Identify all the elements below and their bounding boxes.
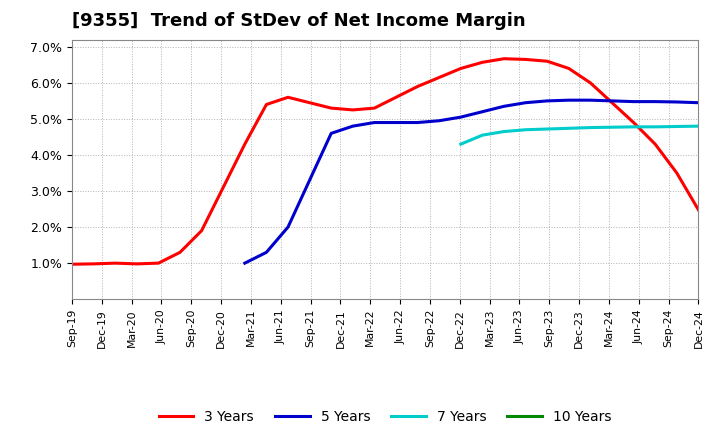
7 Years (500, 129, 508, 134)
3 Years (500, 56, 508, 61)
3 Years (111, 260, 120, 266)
3 Years (240, 142, 249, 147)
7 Years (694, 124, 703, 129)
7 Years (456, 142, 465, 147)
5 Years (629, 99, 638, 104)
3 Years (154, 260, 163, 266)
3 Years (348, 107, 357, 113)
3 Years (521, 57, 530, 62)
7 Years (543, 126, 552, 132)
7 Years (586, 125, 595, 130)
5 Years (608, 98, 616, 103)
3 Years (305, 100, 314, 105)
3 Years (435, 75, 444, 80)
5 Years (500, 104, 508, 109)
Line: 7 Years: 7 Years (461, 126, 698, 144)
3 Years (370, 106, 379, 111)
5 Years (327, 131, 336, 136)
3 Years (608, 100, 616, 105)
7 Years (672, 124, 681, 129)
Text: [9355]  Trend of StDev of Net Income Margin: [9355] Trend of StDev of Net Income Marg… (72, 12, 526, 30)
5 Years (305, 178, 314, 183)
3 Years (89, 261, 98, 267)
3 Years (262, 102, 271, 107)
3 Years (543, 59, 552, 64)
3 Years (672, 170, 681, 176)
Line: 5 Years: 5 Years (245, 100, 698, 263)
5 Years (694, 100, 703, 105)
5 Years (348, 124, 357, 129)
7 Years (521, 127, 530, 132)
5 Years (392, 120, 400, 125)
3 Years (694, 207, 703, 213)
5 Years (478, 109, 487, 114)
5 Years (413, 120, 422, 125)
3 Years (651, 142, 660, 147)
5 Years (284, 224, 292, 230)
Line: 3 Years: 3 Years (72, 59, 698, 264)
5 Years (370, 120, 379, 125)
5 Years (543, 98, 552, 103)
3 Years (456, 66, 465, 71)
3 Years (197, 228, 206, 233)
7 Years (608, 125, 616, 130)
5 Years (435, 118, 444, 123)
5 Years (521, 100, 530, 105)
7 Years (564, 126, 573, 131)
3 Years (629, 120, 638, 125)
5 Years (564, 98, 573, 103)
3 Years (478, 60, 487, 65)
5 Years (651, 99, 660, 104)
3 Years (392, 95, 400, 100)
5 Years (262, 249, 271, 255)
3 Years (327, 106, 336, 111)
5 Years (456, 114, 465, 120)
3 Years (564, 66, 573, 71)
3 Years (176, 249, 184, 255)
3 Years (284, 95, 292, 100)
7 Years (651, 124, 660, 129)
7 Years (478, 132, 487, 138)
7 Years (629, 124, 638, 129)
3 Years (132, 261, 141, 267)
5 Years (240, 260, 249, 266)
3 Years (219, 185, 228, 190)
Legend: 3 Years, 5 Years, 7 Years, 10 Years: 3 Years, 5 Years, 7 Years, 10 Years (153, 405, 617, 430)
5 Years (672, 99, 681, 105)
3 Years (413, 84, 422, 89)
3 Years (68, 262, 76, 267)
3 Years (586, 80, 595, 85)
5 Years (586, 98, 595, 103)
